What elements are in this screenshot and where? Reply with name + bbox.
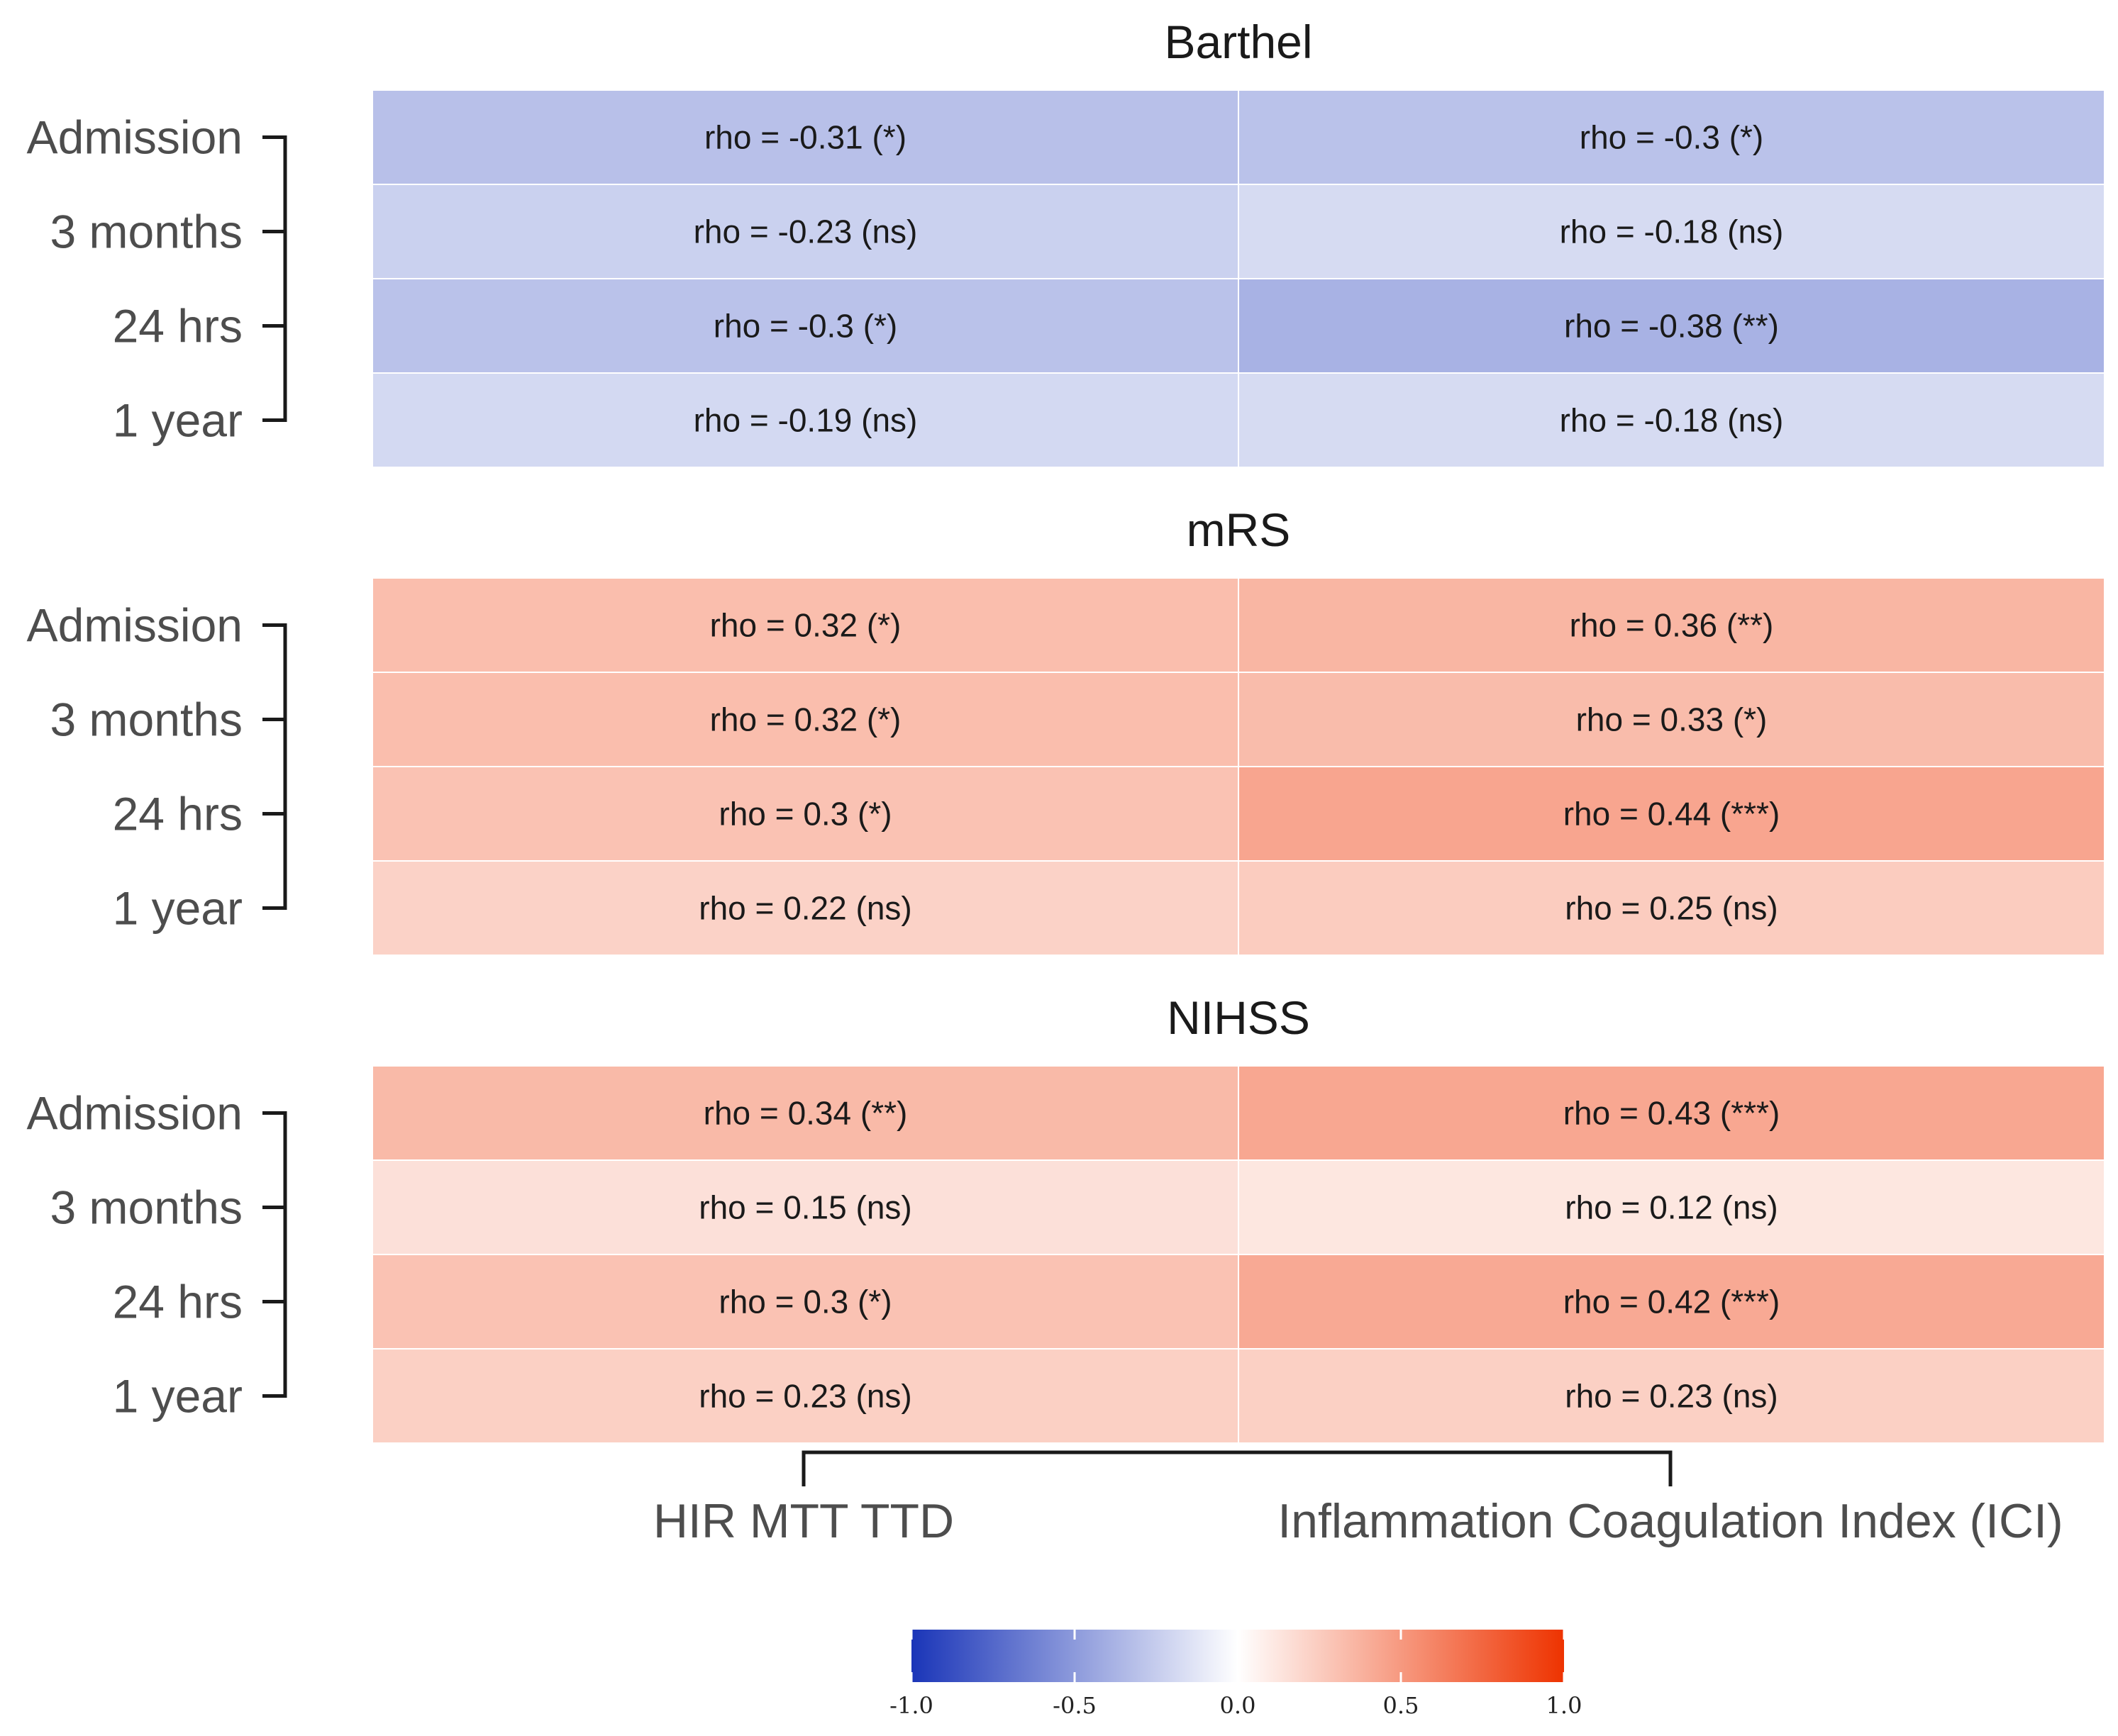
cell-value-label: rho = 0.15 (ns) [699, 1189, 911, 1226]
row-label-1-year: 1 year [113, 394, 243, 447]
heatmap-cell [372, 89, 1239, 185]
cell-value-label: rho = 0.34 (**) [704, 1095, 908, 1132]
cell-value-label: rho = 0.42 (***) [1563, 1284, 1780, 1320]
column-label-hir-mtt-ttd: HIR MTT TTD [653, 1494, 954, 1548]
cell-value-label: rho = -0.18 (ns) [1560, 402, 1784, 439]
cell-value-label: rho = -0.38 (**) [1564, 308, 1779, 345]
heatmap-cell [1238, 766, 2105, 862]
heatmap-cell [1238, 1348, 2105, 1444]
row-label-24-hrs: 24 hrs [113, 788, 243, 840]
cell-value-label: rho = -0.19 (ns) [694, 402, 918, 439]
row-axis: Admission 3 months 24 hrs 1 year [27, 111, 287, 447]
heatmap-cells: rho = 0.32 (*) rho = 0.36 (**) rho = 0.32 … [372, 577, 2105, 956]
colorbar-tick-label: 0.5 [1383, 1692, 1419, 1719]
row-label-admission: Admission [27, 111, 243, 164]
row-label-3-months: 3 months [50, 206, 243, 258]
row-axis: Admission 3 months 24 hrs 1 year [27, 599, 287, 935]
row-label-1-year: 1 year [113, 1370, 243, 1423]
heatmap-cell [372, 672, 1239, 767]
colorbar-tick-label: -0.5 [1053, 1692, 1097, 1719]
heatmap-cell [372, 1159, 1239, 1255]
panel-title: Barthel [1164, 16, 1312, 68]
row-label-admission: Admission [27, 599, 243, 652]
cell-value-label: rho = -0.23 (ns) [694, 213, 918, 250]
heatmap-cell [372, 278, 1239, 374]
heatmap-cell [1238, 184, 2105, 279]
heatmap-cell [372, 860, 1239, 956]
cell-value-label: rho = 0.23 (ns) [699, 1378, 911, 1415]
colorbar-ticks: -1.0 -0.5 0.0 0.5 1.0 [889, 1630, 1582, 1719]
heatmap-cell [1238, 372, 2105, 468]
colorbar-tick-label: 1.0 [1546, 1692, 1582, 1719]
heatmap-cell [372, 372, 1239, 468]
heatmap-cell [372, 1254, 1239, 1350]
row-label-1-year: 1 year [113, 882, 243, 935]
cell-value-label: rho = 0.12 (ns) [1565, 1189, 1778, 1226]
row-axis: Admission 3 months 24 hrs 1 year [27, 1087, 287, 1423]
cell-value-label: rho = 0.22 (ns) [699, 890, 911, 927]
row-label-24-hrs: 24 hrs [113, 1276, 243, 1328]
column-bracket [802, 1450, 1673, 1486]
cell-value-label: rho = -0.31 (*) [704, 119, 906, 156]
heatmap-cell [1238, 1065, 2105, 1161]
cell-value-label: rho = -0.18 (ns) [1560, 213, 1784, 250]
heatmap-cell [372, 766, 1239, 862]
cell-value-label: rho = 0.3 (*) [719, 796, 892, 833]
heatmap-cell [372, 184, 1239, 279]
panel-title: mRS [1187, 503, 1291, 556]
cell-value-label: rho = 0.32 (*) [710, 701, 902, 738]
row-label-24-hrs: 24 hrs [113, 300, 243, 352]
heatmap-cell [1238, 1254, 2105, 1350]
heatmap-cell [372, 1348, 1239, 1444]
heatmap-cells: rho = -0.31 (*) rho = -0.3 (*) rho = -0.23… [372, 89, 2105, 468]
cell-value-label: rho = -0.3 (*) [1580, 119, 1764, 156]
x-axis: HIR MTT TTD Inflammation Coagulation Ind… [653, 1450, 2063, 1548]
colorbar-tick-label: -1.0 [889, 1692, 933, 1719]
heatmap-cell [1238, 577, 2105, 673]
row-label-3-months: 3 months [50, 1181, 243, 1234]
heatmap-cell [1238, 1159, 2105, 1255]
column-label-ici: Inflammation Coagulation Index (ICI) [1277, 1494, 2063, 1548]
cell-value-label: rho = 0.36 (**) [1570, 607, 1774, 644]
heatmap-cells: rho = 0.34 (**) rho = 0.43 (***) rho = 0.1… [372, 1065, 2105, 1444]
heatmap-cell [1238, 278, 2105, 374]
cell-value-label: rho = 0.32 (*) [710, 607, 902, 644]
cell-value-label: rho = 0.25 (ns) [1565, 890, 1778, 927]
row-label-admission: Admission [27, 1087, 243, 1140]
cell-value-label: rho = 0.23 (ns) [1565, 1378, 1778, 1415]
colorbar: -1.0 -0.5 0.0 0.5 1.0 [889, 1630, 1582, 1719]
heatmap-cell [1238, 672, 2105, 767]
cell-value-label: rho = 0.33 (*) [1576, 701, 1768, 738]
heatmap-cell [372, 577, 1239, 673]
cell-value-label: rho = 0.44 (***) [1563, 796, 1780, 833]
cell-value-label: rho = 0.43 (***) [1563, 1095, 1780, 1132]
heatmap-cell [1238, 89, 2105, 185]
heatmap-cell [1238, 860, 2105, 956]
cell-value-label: rho = -0.3 (*) [714, 308, 898, 345]
cell-value-label: rho = 0.3 (*) [719, 1284, 892, 1320]
row-label-3-months: 3 months [50, 694, 243, 746]
panel-title: NIHSS [1167, 991, 1310, 1044]
colorbar-tick-label: 0.0 [1220, 1692, 1256, 1719]
